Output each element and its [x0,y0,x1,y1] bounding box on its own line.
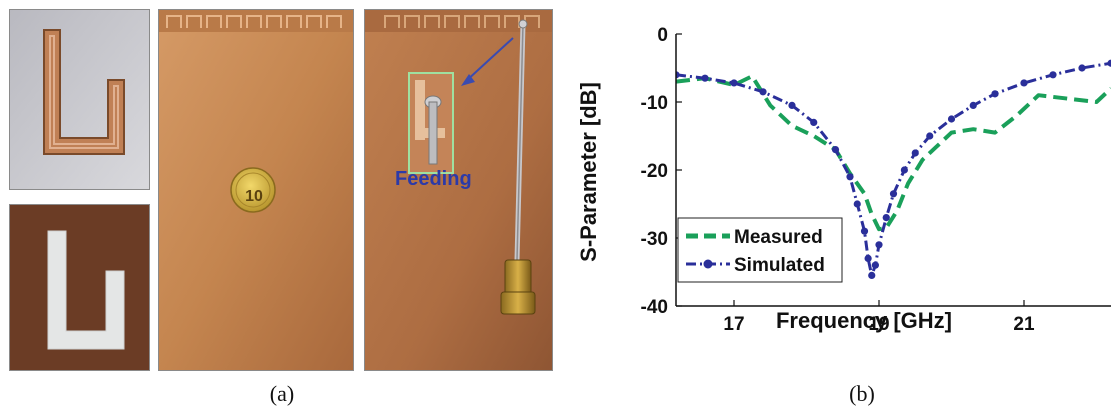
feed-board-drawing [365,10,552,370]
caption-b: (b) [849,381,875,406]
y-axis-label: S-Parameter [dB] [576,82,601,262]
feeding-label: Feeding [395,168,472,190]
series-simulated-point [676,71,680,79]
legend-measured-label: Measured [734,227,823,248]
series-simulated-point [889,190,898,198]
series-simulated-point [864,254,872,262]
u-slot-cutout-drawing [10,205,149,370]
copper-u-element-photo [9,9,150,190]
caption-a: (a) [269,381,295,406]
figure-a: 10 [9,9,553,406]
series-simulated-point [969,101,977,109]
series-simulated-point [701,74,709,82]
antenna-board-with-feed-photo: Feeding [364,9,553,371]
series-simulated-point [759,88,767,96]
legend-simulated-marker [703,259,713,269]
series-simulated-point [860,227,869,235]
series-simulated-point [831,146,840,154]
u-slot-cutout-photo [9,204,150,371]
series-simulated-point [1020,79,1028,87]
x-tick-label: 21 [1013,314,1035,335]
y-tick-label: -40 [641,297,668,318]
y-tick-label: -10 [641,93,668,114]
y-tick-label: -30 [641,229,668,250]
series-simulated-point [871,261,879,269]
coin-label: 10 [245,188,263,205]
plot-lines [676,59,1111,279]
board-drawing [159,10,353,370]
legend: Measured Simulated [677,217,843,283]
antenna-board-with-coin-photo: 10 [158,9,354,371]
y-tick-label: -20 [641,161,668,182]
series-simulated-point [868,271,876,279]
s-parameter-chart: 0 -10 -20 -30 -40 17 19 21 Frequency [GHz] S-Pa… [576,25,1111,335]
series-simulated-point [947,115,956,123]
series-simulated-point [911,149,919,157]
copper-u-element-drawing [10,10,149,189]
series-simulated-point [1078,64,1086,72]
series-measured-line [676,74,1111,232]
series-simulated-point [991,90,999,98]
x-tick-label: 17 [723,314,744,335]
series-simulated-point [730,79,738,87]
tick-labels: 0 -10 -20 -30 -40 17 19 21 [641,25,1035,335]
x-axis-label: Frequency [GHz] [776,308,952,333]
series-simulated-point [926,132,934,140]
y-tick-label: 0 [657,25,668,46]
series-simulated-line [676,61,1111,277]
series-simulated-point [1049,71,1057,79]
series-simulated-point [1107,59,1111,67]
series-simulated-point [882,214,890,222]
figure-b: 0 -10 -20 -30 -40 17 19 21 Frequency [GHz] S-Pa… [560,0,1111,412]
series-simulated-point [846,173,854,181]
series-simulated-point [853,200,861,208]
legend-box [677,217,843,283]
x-tick-label: 19 [868,314,889,335]
series-simulated-point [810,118,818,126]
series-simulated-point [900,166,908,174]
series-simulated-point [788,101,796,109]
legend-simulated-label: Simulated [734,255,825,276]
series-simulated-point [875,241,883,249]
